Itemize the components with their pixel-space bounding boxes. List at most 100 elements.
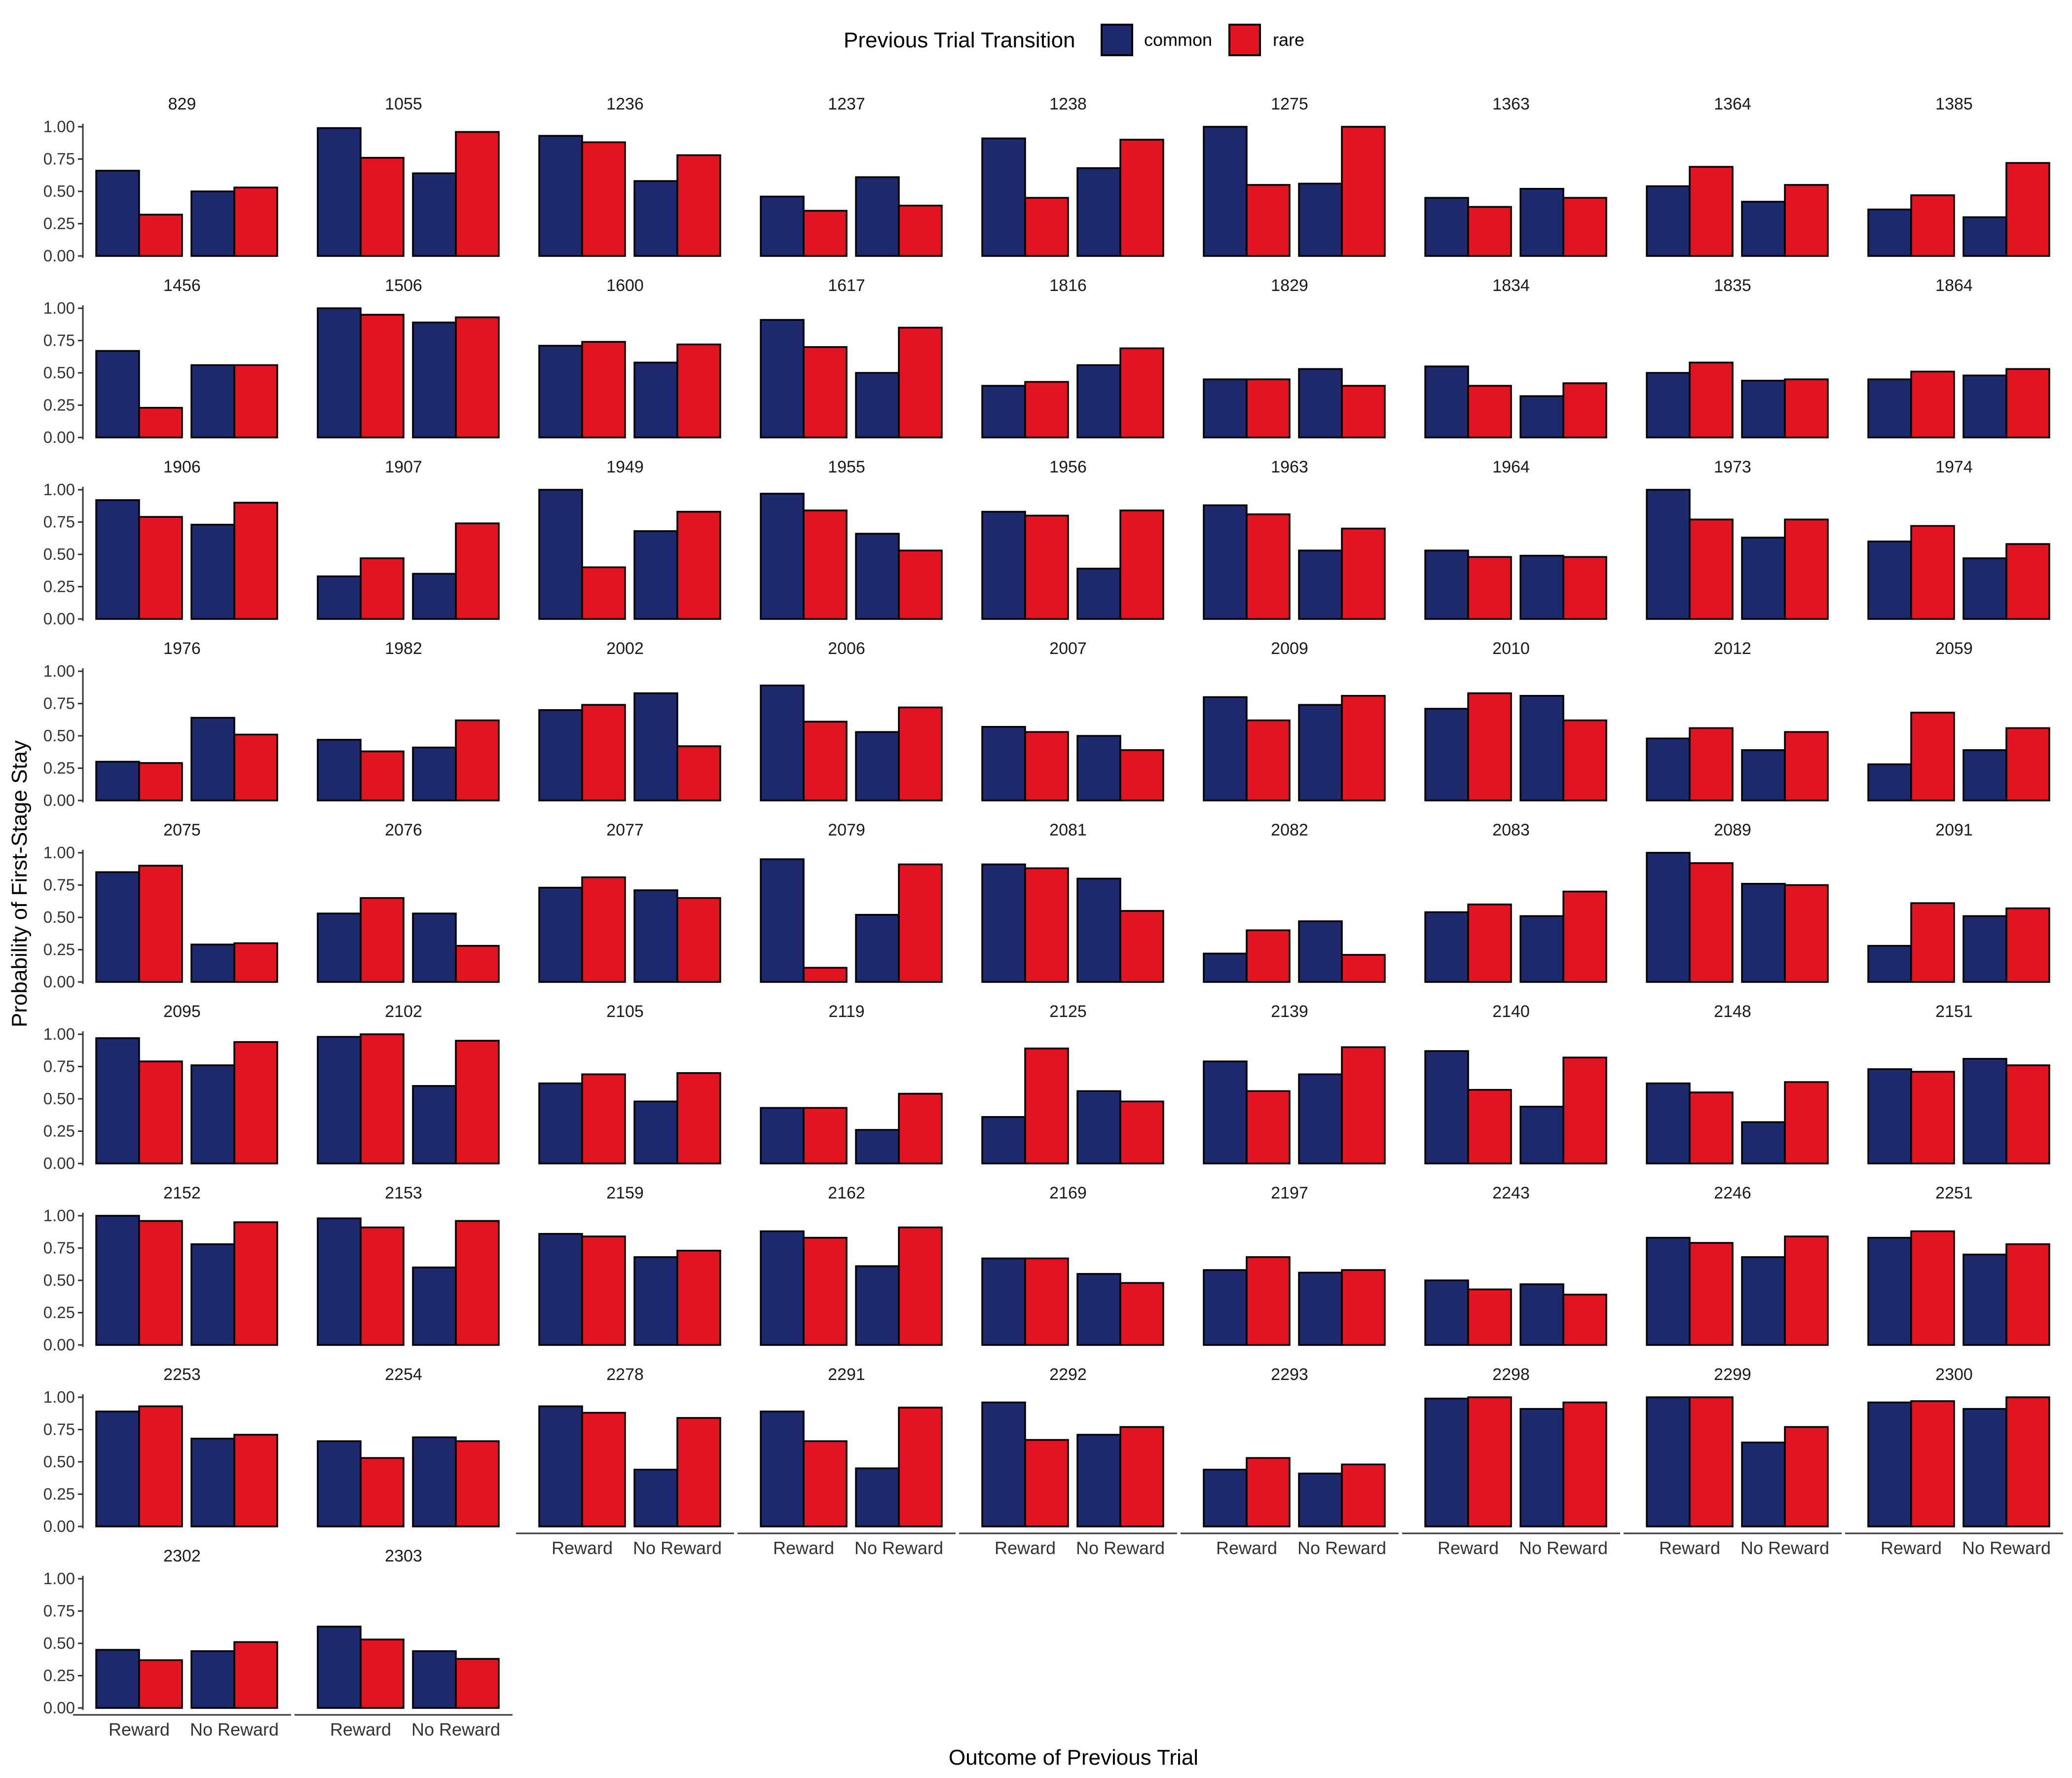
facet-panel-2091: 2091: [1867, 821, 2050, 983]
y-tick-label: 0.75: [43, 1602, 75, 1620]
legend: Previous Trial Transition common rare: [844, 24, 1304, 56]
bar-reward-rare: [138, 865, 183, 983]
facet-panel-2292: 2292 Reward No Reward: [959, 1365, 1177, 1558]
bar-noreward-common: [633, 692, 678, 801]
x-tick-label: No Reward: [1962, 1538, 2051, 1558]
bar-noreward-common: [190, 943, 235, 983]
bar-reward-rare: [1689, 1242, 1734, 1346]
bar-reward-common: [538, 1082, 583, 1164]
bar-reward-rare: [1246, 1256, 1291, 1346]
facet-panel-1829: 1829: [1203, 276, 1386, 438]
facet-strip-label: 829: [168, 95, 196, 113]
bar-noreward-common: [1741, 379, 1786, 438]
bar-reward-common: [317, 1626, 362, 1709]
facet-panel-1363: 1363: [1424, 95, 1607, 257]
y-tick-label: 0.50: [43, 545, 75, 563]
facet-strip-label: 2300: [1935, 1365, 1973, 1384]
x-tick-label: No Reward: [1076, 1538, 1165, 1558]
bar-reward-common: [760, 1411, 805, 1527]
bar-noreward-rare: [1119, 910, 1164, 983]
facet-panel-1955: 1955: [760, 458, 943, 620]
facet-strip-label: 1835: [1714, 276, 1751, 295]
facet-panel-2076: 2076: [317, 821, 500, 983]
facet-strip-label: 1236: [606, 95, 644, 113]
bar-noreward-common: [1519, 1408, 1564, 1527]
facet-panel-2302: 2302 0.00 0.25 0.50 0.75 1.00 Reward No Reward: [43, 1547, 291, 1740]
y-tick-label: 0.75: [43, 1420, 75, 1439]
bar-reward-common: [1424, 708, 1469, 801]
facet-strip-label: 1617: [828, 276, 865, 295]
bar-noreward-rare: [1341, 954, 1386, 983]
bar-noreward-common: [855, 372, 900, 438]
y-tick-label: 0.00: [43, 1336, 75, 1354]
bar-noreward-rare: [233, 1041, 278, 1164]
facet-panel-2077: 2077: [538, 821, 721, 983]
bar-reward-common: [981, 1116, 1026, 1164]
y-tick-label: 0.00: [43, 1517, 75, 1535]
facet-strip-label: 2006: [828, 639, 865, 658]
facet-panel-2075: 2075 0.00 0.25 0.50 0.75 1.00: [43, 821, 278, 991]
facet-panel-2197: 2197: [1203, 1184, 1386, 1346]
y-tick-label: 1.00: [43, 662, 75, 680]
bar-reward-rare: [1024, 381, 1069, 438]
facet-panel-2095: 2095 0.00 0.25 0.50 0.75 1.00: [43, 1002, 278, 1172]
bar-noreward-common: [190, 364, 235, 438]
facet-panel-2081: 2081: [981, 821, 1164, 983]
facet-strip-label: 2293: [1271, 1365, 1308, 1384]
y-tick-label: 1.00: [43, 1025, 75, 1043]
bar-noreward-common: [1076, 877, 1121, 983]
bar-reward-rare: [1246, 513, 1291, 620]
x-axis-title: Outcome of Previous Trial: [949, 1745, 1198, 1770]
bar-noreward-rare: [676, 745, 721, 801]
bar-noreward-common: [190, 523, 235, 620]
bar-reward-rare: [581, 1073, 626, 1164]
y-tick-label: 0.25: [43, 1485, 75, 1503]
facet-strip-label: 1906: [163, 458, 201, 476]
bar-noreward-common: [1298, 1073, 1343, 1164]
bar-reward-rare: [360, 1638, 405, 1709]
facet-strip-label: 2139: [1271, 1002, 1308, 1021]
facet-strip-label: 1363: [1492, 95, 1530, 113]
bar-reward-rare: [803, 346, 848, 438]
facet-panel-1236: 1236: [538, 95, 721, 257]
bar-noreward-common: [855, 731, 900, 801]
y-tick-label: 0.50: [43, 1452, 75, 1471]
x-tick-label: Reward: [109, 1719, 170, 1740]
bar-reward-common: [760, 685, 805, 801]
bar-noreward-rare: [1562, 719, 1607, 801]
y-tick-label: 0.50: [43, 182, 75, 200]
bar-reward-common: [317, 127, 362, 257]
facet-strip-label: 2302: [163, 1547, 201, 1565]
bar-reward-rare: [1467, 556, 1512, 620]
bar-reward-common: [760, 1107, 805, 1164]
bar-noreward-common: [1519, 915, 1564, 983]
facet-strip-label: 2140: [1492, 1002, 1530, 1021]
bar-reward-rare: [803, 509, 848, 620]
bar-reward-common: [1424, 1279, 1469, 1346]
bar-noreward-common: [190, 1243, 235, 1346]
facet-strip-label: 2197: [1271, 1184, 1308, 1202]
bar-noreward-common: [855, 1129, 900, 1164]
bar-reward-common: [538, 345, 583, 438]
bar-reward-common: [1867, 378, 1912, 438]
bar-noreward-rare: [1784, 378, 1829, 438]
x-tick-label: Reward: [1216, 1538, 1277, 1558]
facet-panel-1506: 1506: [317, 276, 500, 438]
bar-reward-rare: [803, 967, 848, 983]
y-tick-label: 0.50: [43, 363, 75, 382]
y-tick-label: 0.50: [43, 1089, 75, 1108]
facet-panel-2002: 2002: [538, 639, 721, 801]
y-tick-label: 0.50: [43, 726, 75, 745]
facet-strip-label: 2091: [1935, 821, 1973, 839]
bar-noreward-rare: [898, 1407, 943, 1527]
bar-noreward-rare: [455, 1440, 500, 1527]
facet-panel-2152: 2152 0.00 0.25 0.50 0.75 1.00: [43, 1184, 278, 1354]
bar-noreward-rare: [2005, 727, 2050, 801]
bar-reward-common: [538, 886, 583, 983]
facet-strip-label: 2169: [1049, 1184, 1087, 1202]
bar-reward-rare: [1024, 1439, 1069, 1527]
bar-reward-rare: [138, 406, 183, 438]
facet-strip-label: 1834: [1492, 276, 1530, 295]
bar-reward-rare: [803, 721, 848, 801]
bar-noreward-rare: [233, 1221, 278, 1346]
